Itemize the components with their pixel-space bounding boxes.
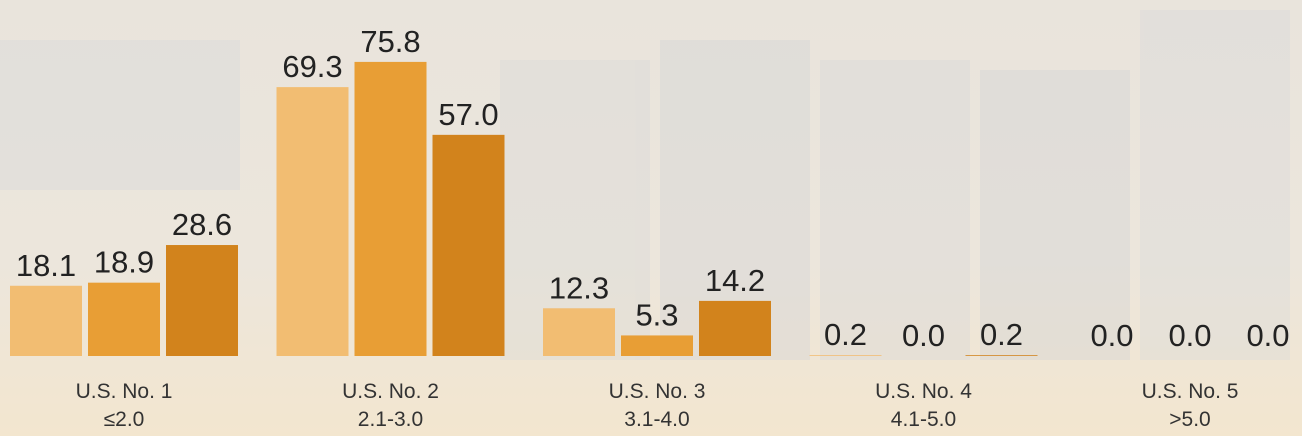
bar bbox=[88, 282, 160, 356]
value-label: 75.8 bbox=[360, 24, 420, 59]
category-label: U.S. No. 1 bbox=[76, 380, 173, 403]
category-label: U.S. No. 3 bbox=[609, 380, 706, 403]
value-label: 12.3 bbox=[549, 270, 609, 305]
bar bbox=[621, 335, 693, 356]
bar bbox=[432, 134, 505, 356]
value-label: 0.2 bbox=[824, 317, 867, 352]
bar bbox=[809, 355, 882, 356]
value-label: 18.9 bbox=[94, 245, 154, 280]
value-label: 0.0 bbox=[1168, 318, 1211, 353]
bar bbox=[10, 285, 82, 356]
value-label: 5.3 bbox=[635, 297, 678, 332]
category-label: 4.1-5.0 bbox=[891, 408, 956, 431]
value-label: 57.0 bbox=[438, 97, 498, 132]
value-label: 0.0 bbox=[1246, 318, 1289, 353]
category-label: U.S. No. 5 bbox=[1142, 380, 1239, 403]
background-silos bbox=[0, 10, 1290, 360]
bar bbox=[543, 308, 615, 356]
bar bbox=[276, 87, 349, 356]
category-label: ≤2.0 bbox=[104, 408, 145, 431]
bar bbox=[354, 61, 427, 357]
value-label: 69.3 bbox=[282, 49, 342, 84]
bar bbox=[699, 300, 771, 356]
value-label: 0.0 bbox=[902, 318, 945, 353]
value-label: 18.1 bbox=[16, 248, 76, 283]
category-label: >5.0 bbox=[1169, 408, 1210, 431]
category-label: U.S. No. 4 bbox=[875, 380, 972, 403]
category-label: 3.1-4.0 bbox=[624, 408, 689, 431]
category-label: 2.1-3.0 bbox=[358, 408, 423, 431]
value-label: 0.0 bbox=[1090, 318, 1133, 353]
bar bbox=[166, 245, 238, 356]
value-label: 28.6 bbox=[172, 207, 232, 242]
value-label: 14.2 bbox=[705, 263, 765, 298]
category-label: U.S. No. 2 bbox=[342, 380, 439, 403]
value-label: 0.2 bbox=[980, 317, 1023, 352]
bar bbox=[965, 355, 1038, 356]
